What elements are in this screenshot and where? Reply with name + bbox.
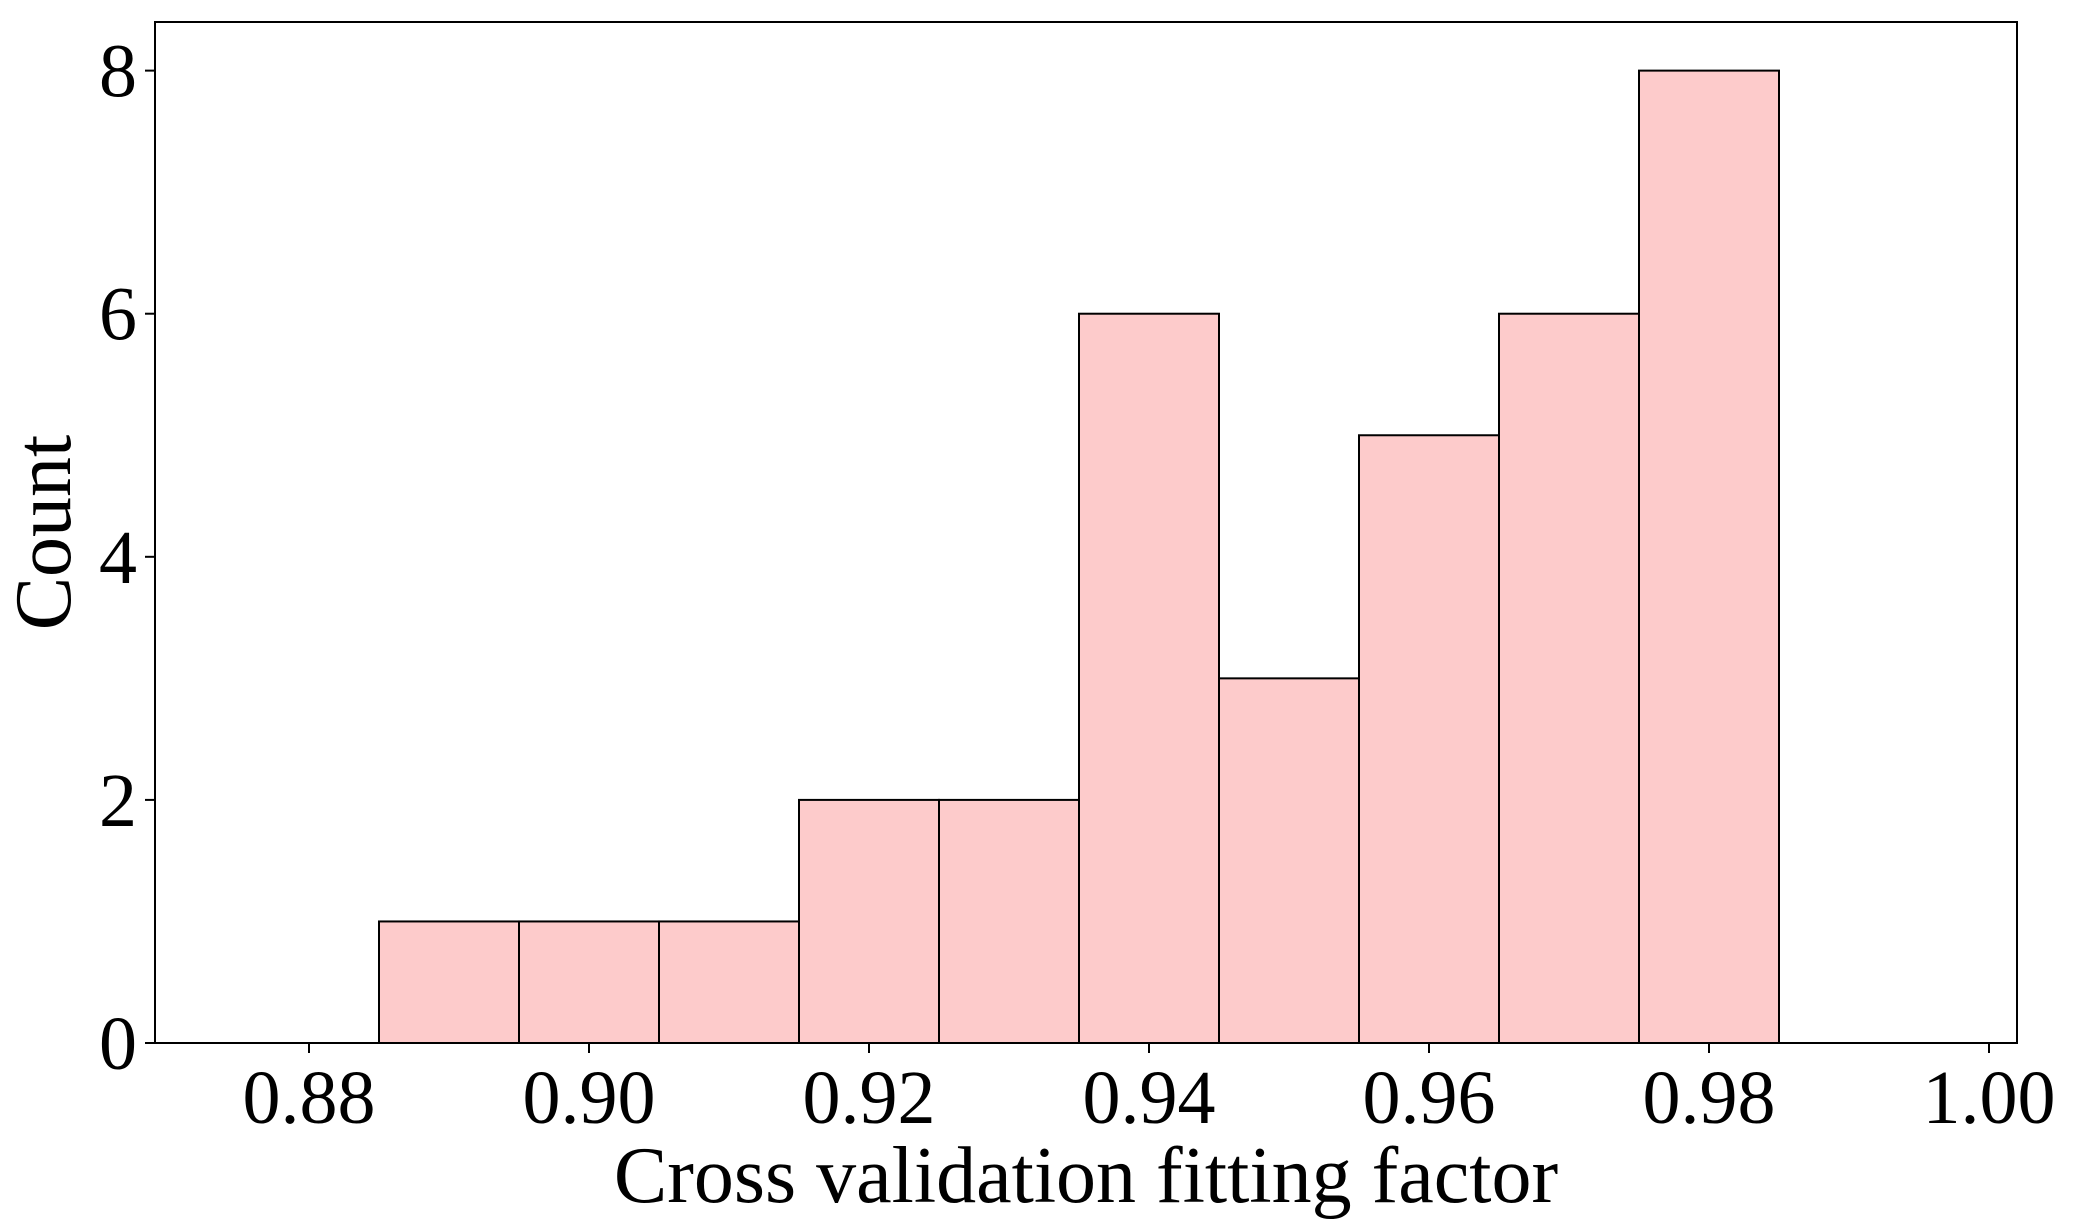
- histogram-bar: [658, 920, 800, 1045]
- y-tick-label: 0: [99, 1002, 137, 1086]
- y-tick-label: 8: [99, 30, 137, 114]
- y-axis-label: Count: [0, 435, 88, 631]
- bars-layer: [378, 69, 1780, 1045]
- x-tick-label: 0.90: [523, 1056, 656, 1140]
- x-tick-label: 0.94: [1083, 1056, 1216, 1140]
- histogram-bar: [1358, 434, 1500, 1044]
- histogram-bar: [1638, 69, 1780, 1045]
- x-axis-ticks: 0.88 0.90 0.92 0.94 0.96 0.98 1.00: [243, 1043, 2056, 1140]
- histogram-bar: [378, 920, 520, 1045]
- x-tick-label: 0.92: [803, 1056, 936, 1140]
- x-tick-label: 1.00: [1923, 1056, 2056, 1140]
- histogram-bar: [1218, 677, 1360, 1044]
- x-tick-label: 0.96: [1363, 1056, 1496, 1140]
- histogram-bar: [1498, 312, 1640, 1044]
- y-axis-ticks: 0 2 4 6 8: [99, 30, 155, 1086]
- histogram-bar: [518, 920, 660, 1045]
- x-tick-label: 0.88: [243, 1056, 376, 1140]
- y-tick-label: 4: [99, 516, 137, 600]
- y-tick-label: 2: [99, 759, 137, 843]
- histogram-bar: [798, 798, 940, 1045]
- histogram-bar: [1078, 312, 1220, 1044]
- x-tick-label: 0.98: [1643, 1056, 1776, 1140]
- histogram-bar: [938, 798, 1080, 1045]
- y-tick-label: 6: [99, 273, 137, 357]
- plot-frame: [154, 21, 2018, 1044]
- x-axis-label: Cross validation fitting factor: [614, 1132, 1558, 1220]
